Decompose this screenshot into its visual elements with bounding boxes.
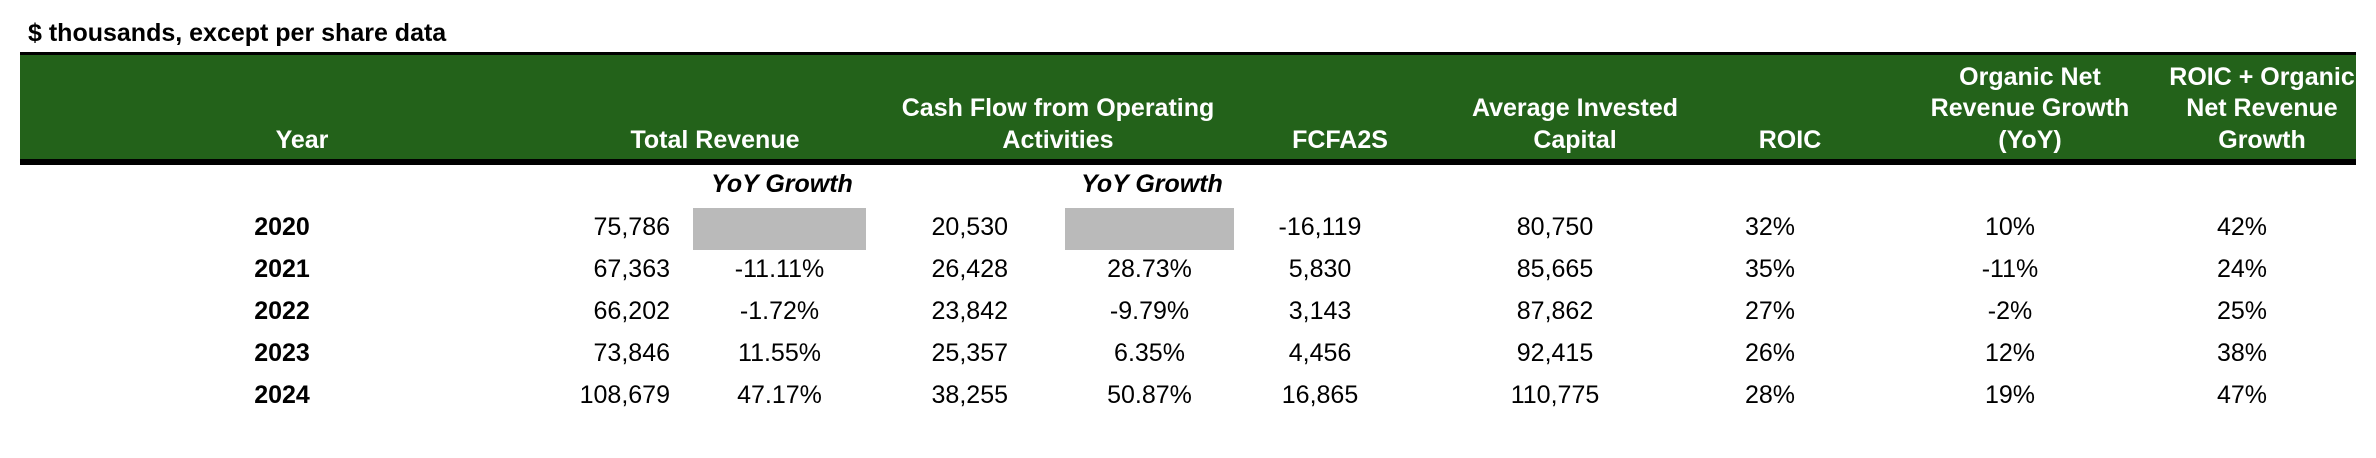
- cell-cash-flow-operating: 25,357: [931, 338, 1008, 367]
- cell-year: 2021: [254, 254, 310, 283]
- cell-roic-plus-organic-growth: 25%: [2216, 296, 2268, 325]
- cell-average-invested-capital: 80,750: [1516, 212, 1594, 241]
- header-organic-net-revenue-growth: Organic Net Revenue Growth (YoY): [1930, 62, 2130, 154]
- cell-roic: 26%: [1744, 338, 1796, 367]
- cell-average-invested-capital: 85,665: [1516, 254, 1594, 283]
- table-row: 2020 75,786 20,530 -16,119 80,750 32% 10…: [0, 206, 2376, 250]
- table-row: 2024 108,679 47.17% 38,255 50.87% 16,865…: [0, 374, 2376, 416]
- cell-cash-flow-operating: 23,842: [931, 296, 1008, 325]
- cell-year: 2024: [254, 380, 310, 409]
- header-roic-plus-organic-growth: ROIC + Organic Net Revenue Growth: [2169, 62, 2355, 154]
- cell-total-revenue: 108,679: [579, 380, 670, 409]
- blank-cell: [693, 208, 866, 250]
- table-row: 2022 66,202 -1.72% 23,842 -9.79% 3,143 8…: [0, 290, 2376, 332]
- cell-year: 2023: [254, 338, 310, 367]
- cell-year: 2022: [254, 296, 310, 325]
- cell-fcfa2s: 4,456: [1288, 338, 1352, 367]
- cell-cfo-yoy-growth: -9.79%: [1109, 296, 1190, 325]
- cell-roic: 35%: [1744, 254, 1796, 283]
- table-header: Year Total Revenue Cash Flow from Operat…: [20, 52, 2356, 165]
- cell-fcfa2s: -16,119: [1278, 212, 1362, 241]
- header-cash-flow-operating: Cash Flow from Operating Activities: [901, 94, 1215, 154]
- cell-cfo-yoy-growth: 50.87%: [1107, 380, 1192, 409]
- header-average-invested-capital: Average Invested Capital: [1471, 94, 1679, 154]
- cell-organic-growth: -11%: [1981, 254, 2039, 283]
- cell-fcfa2s: 16,865: [1281, 380, 1359, 409]
- table-caption: $ thousands, except per share data: [28, 19, 447, 47]
- cell-total-revenue: 75,786: [593, 212, 670, 241]
- cell-year: 2020: [254, 212, 310, 241]
- cell-average-invested-capital: 92,415: [1516, 338, 1594, 367]
- cell-average-invested-capital: 110,775: [1510, 380, 1600, 409]
- cell-total-revenue: 73,846: [593, 338, 670, 367]
- cell-organic-growth: -2%: [1987, 296, 2033, 325]
- cell-revenue-yoy-growth: 11.55%: [738, 338, 821, 367]
- subheader-revenue-yoy-growth: YoY Growth: [711, 169, 853, 198]
- cell-revenue-yoy-growth: 47.17%: [737, 380, 822, 409]
- cell-roic-plus-organic-growth: 47%: [2216, 380, 2268, 409]
- cell-cfo-yoy-growth: 28.73%: [1107, 254, 1192, 283]
- cell-organic-growth: 10%: [1984, 212, 2036, 241]
- cell-cash-flow-operating: 38,255: [931, 380, 1008, 409]
- cell-total-revenue: 67,363: [593, 254, 670, 283]
- cell-roic-plus-organic-growth: 42%: [2216, 212, 2268, 241]
- cell-organic-growth: 12%: [1984, 338, 2036, 367]
- header-year: Year: [275, 125, 329, 154]
- blank-cell: [1065, 208, 1234, 250]
- cell-cash-flow-operating: 20,530: [931, 212, 1008, 241]
- cell-roic: 28%: [1744, 380, 1796, 409]
- cell-average-invested-capital: 87,862: [1516, 296, 1594, 325]
- cell-roic-plus-organic-growth: 24%: [2216, 254, 2268, 283]
- cell-organic-growth: 19%: [1984, 380, 2036, 409]
- cell-total-revenue: 66,202: [593, 296, 670, 325]
- cell-fcfa2s: 3,143: [1288, 296, 1352, 325]
- cell-revenue-yoy-growth: -1.72%: [739, 296, 820, 325]
- cell-cash-flow-operating: 26,428: [931, 254, 1008, 283]
- header-roic: ROIC: [1758, 125, 1822, 154]
- cell-roic-plus-organic-growth: 38%: [2216, 338, 2268, 367]
- cell-revenue-yoy-growth: -11.11%: [734, 254, 825, 283]
- cell-roic: 27%: [1744, 296, 1796, 325]
- cell-roic: 32%: [1744, 212, 1796, 241]
- header-fcfa2s: FCFA2S: [1292, 125, 1388, 154]
- table-row: 2021 67,363 -11.11% 26,428 28.73% 5,830 …: [0, 248, 2376, 290]
- cell-cfo-yoy-growth: 6.35%: [1114, 338, 1185, 367]
- subheader-cfo-yoy-growth: YoY Growth: [1081, 169, 1223, 198]
- table-row: 2023 73,846 11.55% 25,357 6.35% 4,456 92…: [0, 332, 2376, 374]
- header-total-revenue: Total Revenue: [630, 125, 800, 154]
- cell-fcfa2s: 5,830: [1288, 254, 1352, 283]
